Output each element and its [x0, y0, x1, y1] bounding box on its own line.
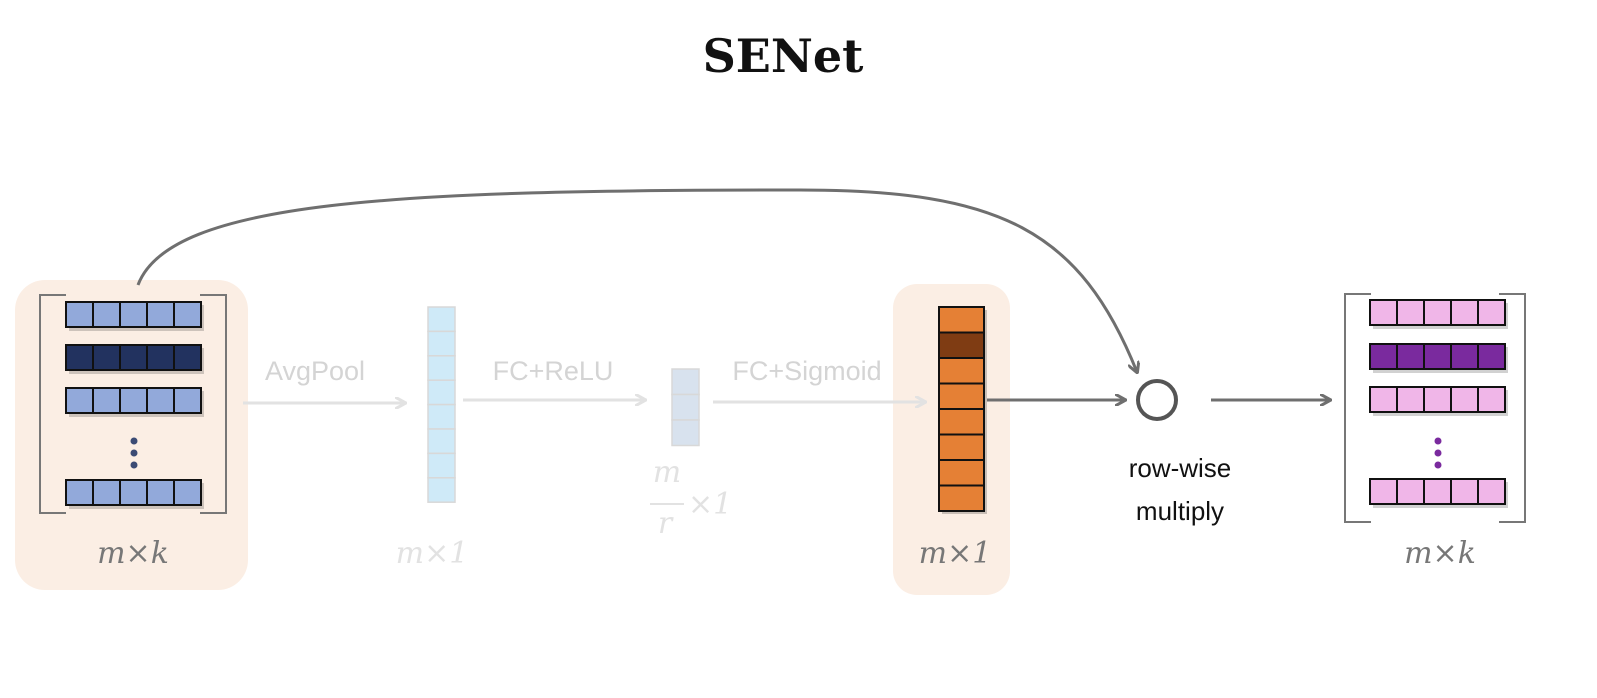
vector-cell — [938, 484, 985, 512]
ellipsis-dot — [1434, 461, 1442, 469]
ellipsis-dot — [130, 449, 138, 457]
highlighted-cell — [146, 344, 175, 371]
multiply-node — [1136, 379, 1178, 421]
highlighted-cell — [1396, 343, 1425, 370]
matrix-cell — [1396, 386, 1425, 413]
matrix-cell — [1369, 299, 1398, 326]
input-matrix — [39, 294, 227, 514]
matrix-cell — [146, 479, 175, 506]
fc-sigmoid-label: FC+Sigmoid — [732, 356, 881, 386]
reduced-dim-suffix: ×1 — [688, 487, 732, 522]
input-dim-label: m×k — [97, 536, 169, 571]
avgpool-label: AvgPool — [265, 356, 365, 386]
matrix-cell — [173, 301, 202, 328]
matrix-cell — [146, 301, 175, 328]
matrix-cell — [1396, 478, 1425, 505]
vector-cell — [427, 355, 456, 381]
highlighted-cell — [65, 344, 94, 371]
right-bracket — [200, 294, 227, 514]
vector-cell — [671, 393, 700, 421]
weight-vector — [938, 306, 987, 514]
vector-cell — [938, 408, 985, 436]
matrix-cell — [1369, 478, 1398, 505]
fc-relu-label: FC+ReLU — [493, 356, 614, 386]
matrix-cell — [146, 387, 175, 414]
left-bracket — [39, 294, 66, 514]
highlighted-cell — [1423, 343, 1452, 370]
matrix-cell — [119, 301, 148, 328]
matrix-cell — [1477, 478, 1506, 505]
vector-cell — [938, 433, 985, 461]
matrix-cell — [1423, 478, 1452, 505]
matrix-cell — [92, 387, 121, 414]
vector-cell — [427, 306, 456, 333]
vector-cell — [671, 368, 700, 396]
vector-cell — [427, 330, 456, 357]
highlighted-cell — [173, 344, 202, 371]
matrix-cell — [92, 301, 121, 328]
vector-cell — [938, 357, 985, 385]
skip-connection-arrow — [136, 188, 1137, 372]
pooled-vector — [427, 306, 456, 503]
matrix-cell — [1477, 386, 1506, 413]
matrix-cell — [1369, 386, 1398, 413]
multiply-label-line1: row-wise — [1129, 453, 1232, 483]
vector-cell — [427, 452, 456, 479]
right-bracket — [1499, 293, 1526, 523]
matrix-cell — [65, 479, 94, 506]
matrix-cell — [119, 479, 148, 506]
left-bracket — [1344, 293, 1371, 523]
matrix-cell — [1423, 299, 1452, 326]
ellipsis-dot — [1434, 437, 1442, 445]
vector-cell — [427, 403, 456, 430]
matrix-cell — [92, 479, 121, 506]
highlighted-cell — [1450, 343, 1479, 370]
matrix-cell — [65, 301, 94, 328]
highlighted-cell — [1477, 343, 1506, 370]
matrix-cell — [1396, 299, 1425, 326]
highlighted-cell — [938, 331, 985, 359]
matrix-cell — [173, 387, 202, 414]
matrix-cell — [1450, 478, 1479, 505]
ellipsis-dot — [130, 461, 138, 469]
highlighted-cell — [1369, 343, 1398, 370]
ellipsis-dot — [1434, 449, 1442, 457]
ellipsis-dot — [130, 437, 138, 445]
vector-cell — [671, 419, 700, 447]
matrix-cell — [65, 387, 94, 414]
matrix-cell — [1477, 299, 1506, 326]
reduced-dim-numerator: m — [653, 455, 681, 490]
matrix-cell — [1450, 299, 1479, 326]
highlighted-cell — [92, 344, 121, 371]
vector-cell — [938, 306, 985, 334]
vector-cell — [427, 477, 456, 503]
reduced-vector — [671, 368, 700, 447]
pooled-dim-label: m×1 — [396, 536, 469, 571]
vector-cell — [427, 428, 456, 455]
reduced-dim-denominator: r — [658, 506, 674, 541]
highlighted-cell — [119, 344, 148, 371]
vector-cell — [938, 459, 985, 487]
matrix-cell — [119, 387, 148, 414]
vector-cell — [938, 382, 985, 410]
output-dim-label: m×k — [1404, 536, 1476, 571]
matrix-cell — [1450, 386, 1479, 413]
multiply-label-line2: multiply — [1136, 496, 1224, 526]
output-matrix — [1344, 293, 1526, 523]
matrix-cell — [1423, 386, 1452, 413]
weight-dim-label: m×1 — [919, 536, 992, 571]
vector-cell — [427, 379, 456, 406]
diagram-title: SENet — [703, 29, 865, 83]
matrix-cell — [173, 479, 202, 506]
